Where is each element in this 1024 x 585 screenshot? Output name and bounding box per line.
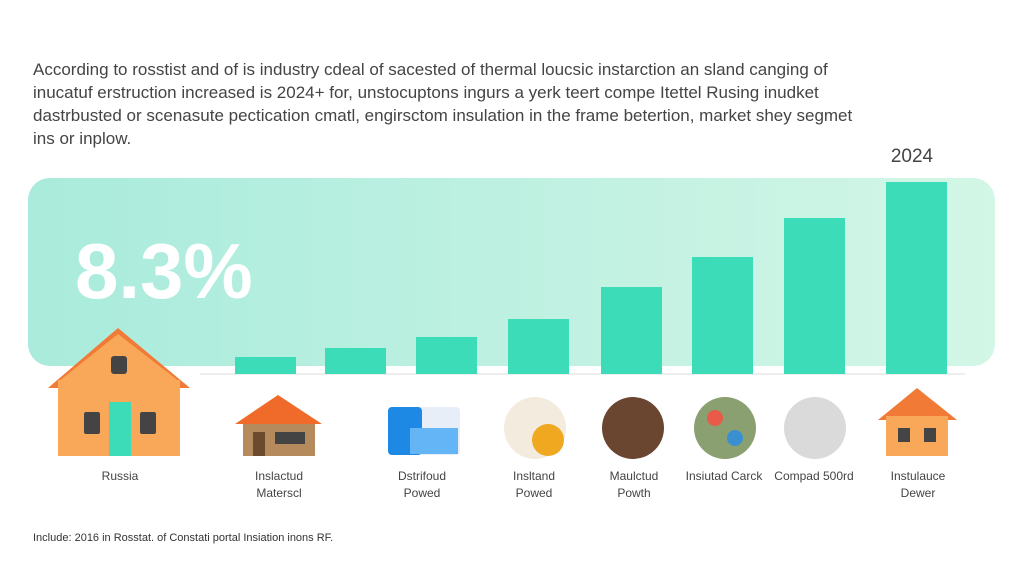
bar bbox=[235, 357, 296, 374]
bar bbox=[601, 287, 662, 374]
bar bbox=[784, 218, 845, 374]
bar bbox=[508, 319, 569, 374]
intro-text: According to rosstist and of is industry… bbox=[33, 60, 853, 148]
category-label: Compad 500rd bbox=[774, 469, 854, 483]
category-label: Maulctud Powth bbox=[609, 469, 659, 500]
category-label: Russia bbox=[101, 469, 139, 483]
category-label: Instulauce Dewer bbox=[890, 469, 946, 500]
category-label: Insiutad Carck bbox=[685, 469, 763, 483]
category-label: Inslactud Materscl bbox=[254, 469, 304, 500]
bar bbox=[416, 337, 477, 374]
bar bbox=[325, 348, 386, 374]
category-label: Dstrifoud Powed bbox=[397, 469, 447, 500]
year-label: 2024 bbox=[891, 146, 934, 167]
footnote: Include: 2016 in Rosstat. of Constati po… bbox=[33, 532, 334, 544]
bar bbox=[886, 182, 947, 374]
bar bbox=[692, 257, 753, 374]
icons bbox=[48, 328, 957, 459]
panel bbox=[28, 178, 995, 366]
headline: 8.3% bbox=[75, 227, 253, 315]
category-label: Insltand Powed bbox=[512, 469, 556, 500]
